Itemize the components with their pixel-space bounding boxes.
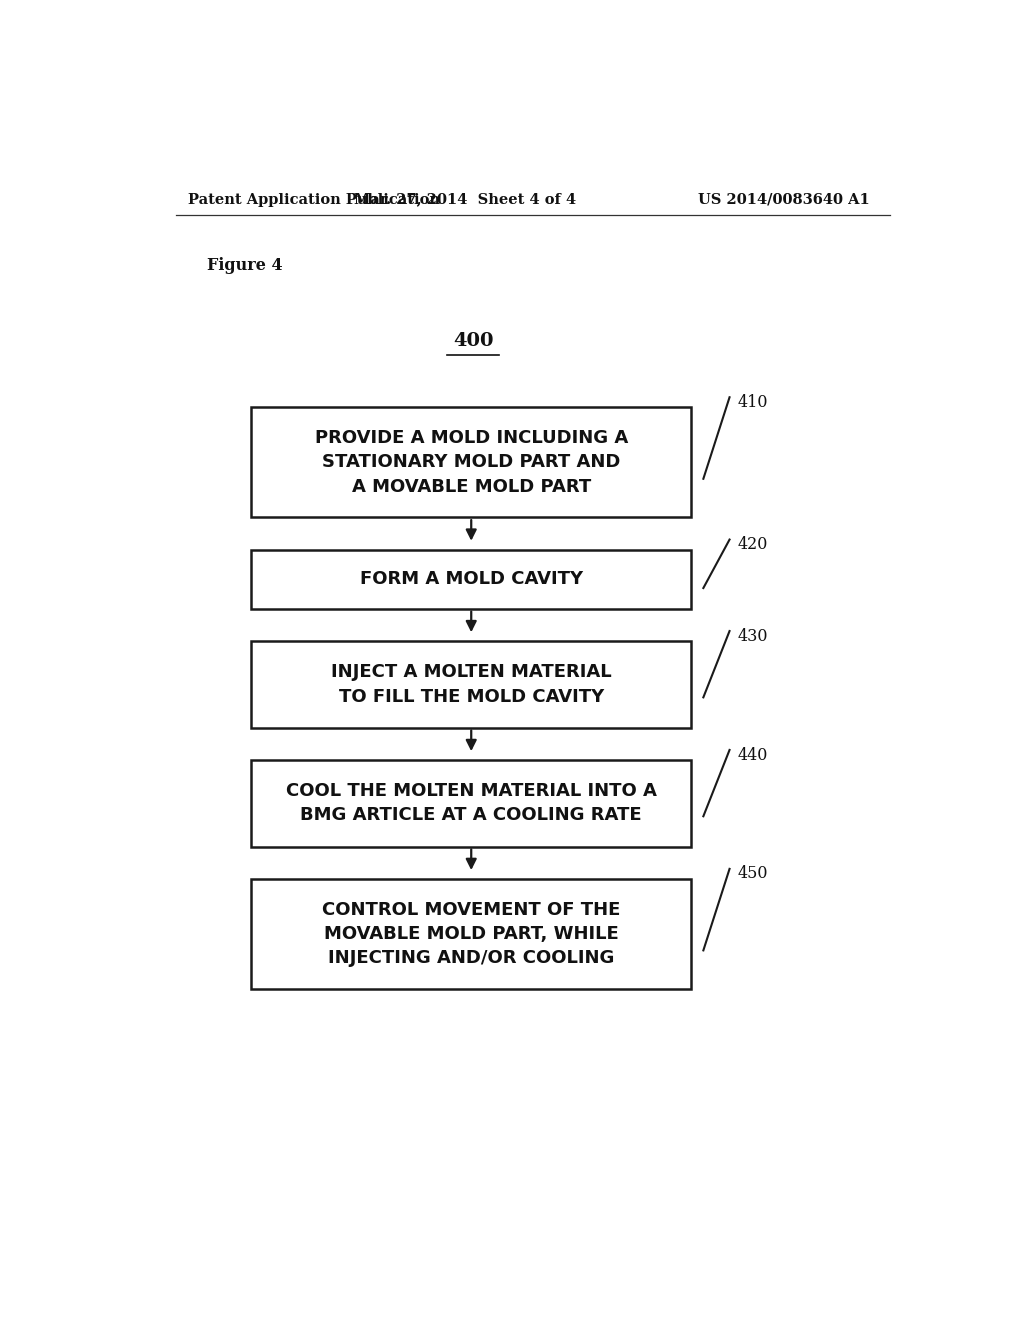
- Text: US 2014/0083640 A1: US 2014/0083640 A1: [698, 193, 870, 206]
- Text: 420: 420: [737, 536, 768, 553]
- Text: Patent Application Publication: Patent Application Publication: [187, 193, 439, 206]
- Bar: [251, 642, 691, 727]
- Text: FORM A MOLD CAVITY: FORM A MOLD CAVITY: [359, 570, 583, 589]
- Bar: [251, 879, 691, 989]
- Text: Figure 4: Figure 4: [207, 256, 283, 273]
- Text: 450: 450: [737, 866, 768, 883]
- Text: Mar. 27, 2014  Sheet 4 of 4: Mar. 27, 2014 Sheet 4 of 4: [354, 193, 577, 206]
- Text: PROVIDE A MOLD INCLUDING A
STATIONARY MOLD PART AND
A MOVABLE MOLD PART: PROVIDE A MOLD INCLUDING A STATIONARY MO…: [314, 429, 628, 495]
- Text: INJECT A MOLTEN MATERIAL
TO FILL THE MOLD CAVITY: INJECT A MOLTEN MATERIAL TO FILL THE MOL…: [331, 663, 611, 705]
- Text: CONTROL MOVEMENT OF THE
MOVABLE MOLD PART, WHILE
INJECTING AND/OR COOLING: CONTROL MOVEMENT OF THE MOVABLE MOLD PAR…: [322, 900, 621, 968]
- Text: 400: 400: [453, 333, 494, 350]
- Text: 430: 430: [737, 627, 768, 644]
- Text: COOL THE MOLTEN MATERIAL INTO A
BMG ARTICLE AT A COOLING RATE: COOL THE MOLTEN MATERIAL INTO A BMG ARTI…: [286, 783, 656, 825]
- Bar: [251, 408, 691, 517]
- Bar: [251, 760, 691, 846]
- Bar: [251, 549, 691, 609]
- Text: 440: 440: [737, 747, 768, 763]
- Text: 410: 410: [737, 393, 768, 411]
